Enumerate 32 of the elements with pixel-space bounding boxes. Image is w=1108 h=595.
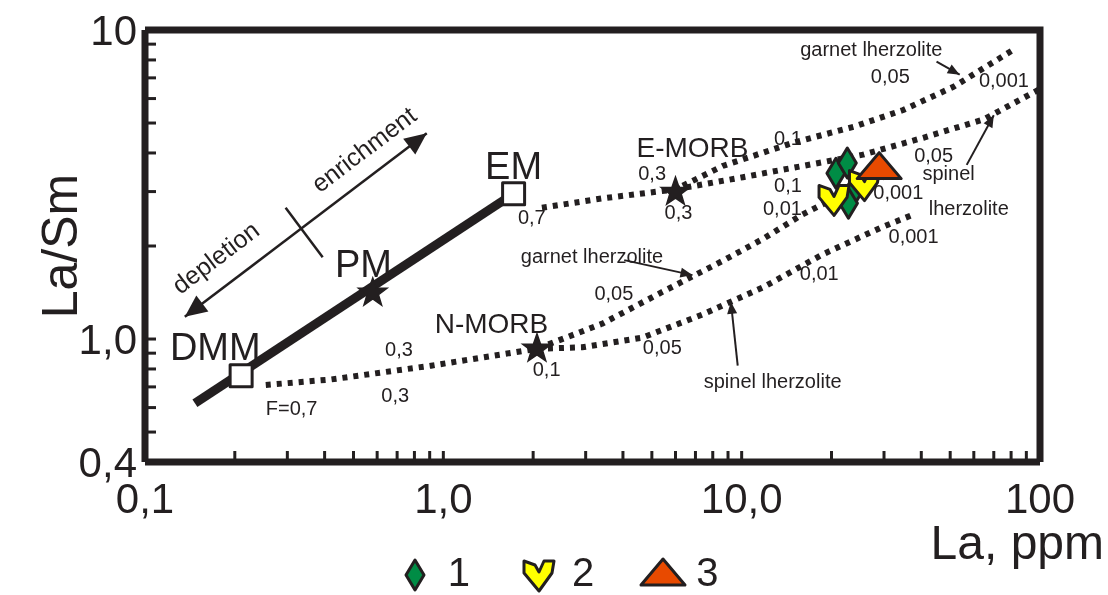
annotation: 0,05 <box>914 143 954 166</box>
annotation: 0,3 <box>638 162 667 185</box>
legend-label: 3 <box>696 550 719 595</box>
annotation: 0,05 <box>870 64 910 87</box>
annotation: 0,3 <box>385 337 413 360</box>
annotation: EM <box>485 145 543 187</box>
annotation: spinel lherzolite <box>703 370 842 393</box>
annotation: 0,001 <box>873 181 924 204</box>
annotation: 0,3 <box>381 383 410 406</box>
y-tick-label: 10 <box>90 6 137 54</box>
annotation: 0,001 <box>978 69 1029 92</box>
annotation: 0,05 <box>594 281 634 304</box>
x-tick-label: 1,0 <box>414 474 473 522</box>
annotation: DMM <box>169 326 261 369</box>
annotation: 0,01 <box>762 196 802 219</box>
annotation: E-MORB <box>636 131 749 163</box>
legend-label: 2 <box>571 550 595 595</box>
annotation: 0,01 <box>799 261 839 284</box>
annotation: N-MORB <box>434 308 549 340</box>
annotation: PM <box>335 242 392 285</box>
annotation: 0,1 <box>774 173 802 196</box>
annotation: 0,05 <box>642 336 682 359</box>
annotation: garnet lherzolite <box>800 38 943 61</box>
legend-label: 1 <box>447 550 470 595</box>
annotation: lherzolite <box>928 196 1009 219</box>
annotation: garnet lherzolite <box>520 245 664 268</box>
annotation: F=0,7 <box>265 396 318 419</box>
annotation: 0,7 <box>517 206 546 229</box>
annotation: 0,3 <box>664 201 693 224</box>
x-tick-label: 10,0 <box>700 474 783 522</box>
annotation: 0,1 <box>532 357 561 380</box>
annotation: 0,001 <box>888 224 939 247</box>
